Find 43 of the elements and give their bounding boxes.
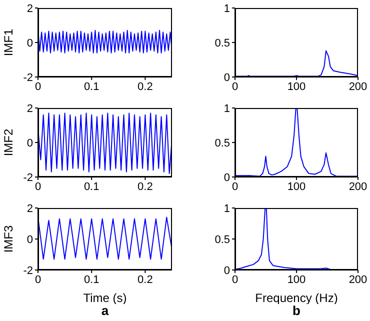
y-tick-label: 1 xyxy=(224,202,230,215)
x-tick-label: 0.1 xyxy=(84,180,100,193)
x-tick-label: 200 xyxy=(348,274,368,286)
y-axis-title: IMF1 xyxy=(1,28,16,56)
y-tick-label: -2 xyxy=(23,264,33,277)
y-tick-label: 0.5 xyxy=(214,137,230,150)
y-tick-label: 0.5 xyxy=(214,234,230,246)
y-tick-label: 0 xyxy=(26,137,33,150)
y-tick-label: 0 xyxy=(26,37,33,50)
y-axis-title: IMF3 xyxy=(1,225,16,253)
y-tick-label: 0 xyxy=(26,234,33,246)
x-tick-label: 0.1 xyxy=(84,274,100,286)
x-tick-label: 0 xyxy=(232,80,238,93)
text: b xyxy=(292,303,300,318)
x-tick-label: 0.2 xyxy=(138,80,153,93)
x-tick-label: 200 xyxy=(348,180,368,193)
x-tick-label: 0.1 xyxy=(84,80,100,93)
x-tick-label: 0 xyxy=(232,180,238,193)
y-tick-label: 1 xyxy=(224,2,230,15)
x-tick-label: 0 xyxy=(34,80,42,93)
y-tick-label: 2 xyxy=(26,202,33,215)
x-tick-label: 0.2 xyxy=(138,180,153,193)
y-tick-label: -2 xyxy=(23,72,33,84)
y-tick-label: 2 xyxy=(26,2,33,15)
y-tick-label: 0 xyxy=(224,264,230,277)
x-tick-label: 100 xyxy=(287,274,306,286)
text: a xyxy=(100,303,110,318)
x-tick-label: 100 xyxy=(287,80,306,93)
x-tick-label: 0.2 xyxy=(138,274,153,286)
y-tick-label: 0.5 xyxy=(214,37,230,50)
line-series xyxy=(38,216,172,260)
x-tick-label: 200 xyxy=(348,80,368,93)
y-tick-label: 0 xyxy=(224,72,230,84)
line-series xyxy=(38,28,172,54)
y-tick-label: 1 xyxy=(224,102,230,115)
x-tick-label: 0 xyxy=(34,274,42,286)
y-tick-label: 2 xyxy=(26,102,33,115)
y-tick-label: 0 xyxy=(224,172,230,184)
y-tick-label: -2 xyxy=(23,172,33,184)
y-axis-title: IMF2 xyxy=(1,128,16,156)
x-tick-label: 0 xyxy=(34,180,42,193)
x-tick-label: 0 xyxy=(232,274,238,286)
x-tick-label: 100 xyxy=(287,180,306,193)
